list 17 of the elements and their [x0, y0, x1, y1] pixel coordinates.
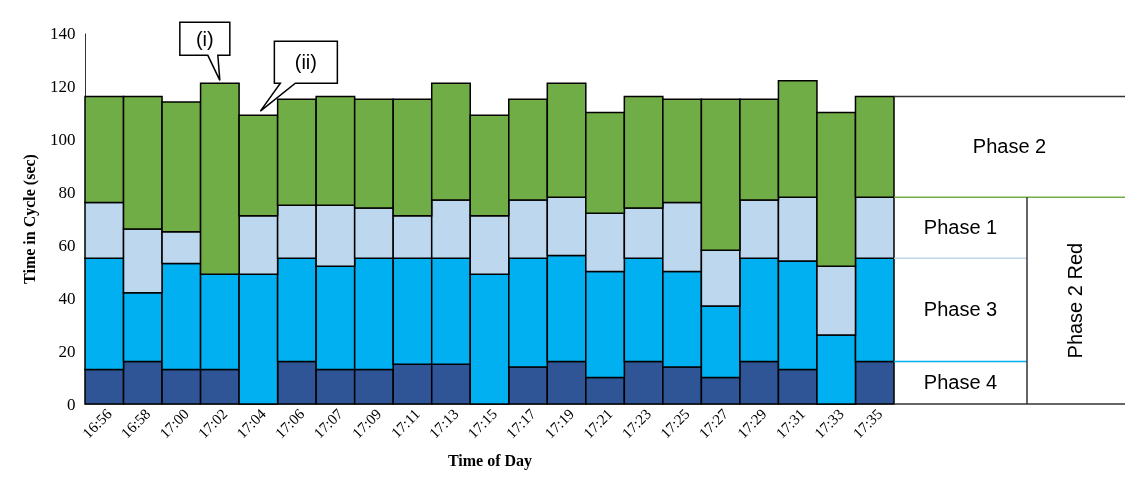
annotation: (ii): [294, 51, 317, 74]
y-tick-label: 120: [50, 76, 76, 96]
text: Phase 2 Red: [1064, 242, 1086, 359]
y-tick-label: 60: [58, 235, 76, 255]
series-label: Phase 1: [923, 215, 998, 238]
series-label: Phase 3: [923, 297, 998, 320]
y-tick-label: 20: [58, 341, 76, 361]
y-tick-label: 40: [58, 288, 76, 308]
annotation: (i): [195, 27, 214, 50]
y-tick-label: 140: [50, 23, 76, 43]
y-tick-label: 100: [50, 129, 76, 149]
series-label: Phase 4: [923, 370, 998, 393]
x-axis-title: Time of Day: [447, 452, 533, 471]
text: Phase 2: [972, 134, 1047, 157]
y-axis-title: Time in Cycle (sec): [21, 154, 39, 284]
y-tick-label: 0: [67, 394, 76, 414]
y-tick-label: 80: [58, 182, 76, 202]
